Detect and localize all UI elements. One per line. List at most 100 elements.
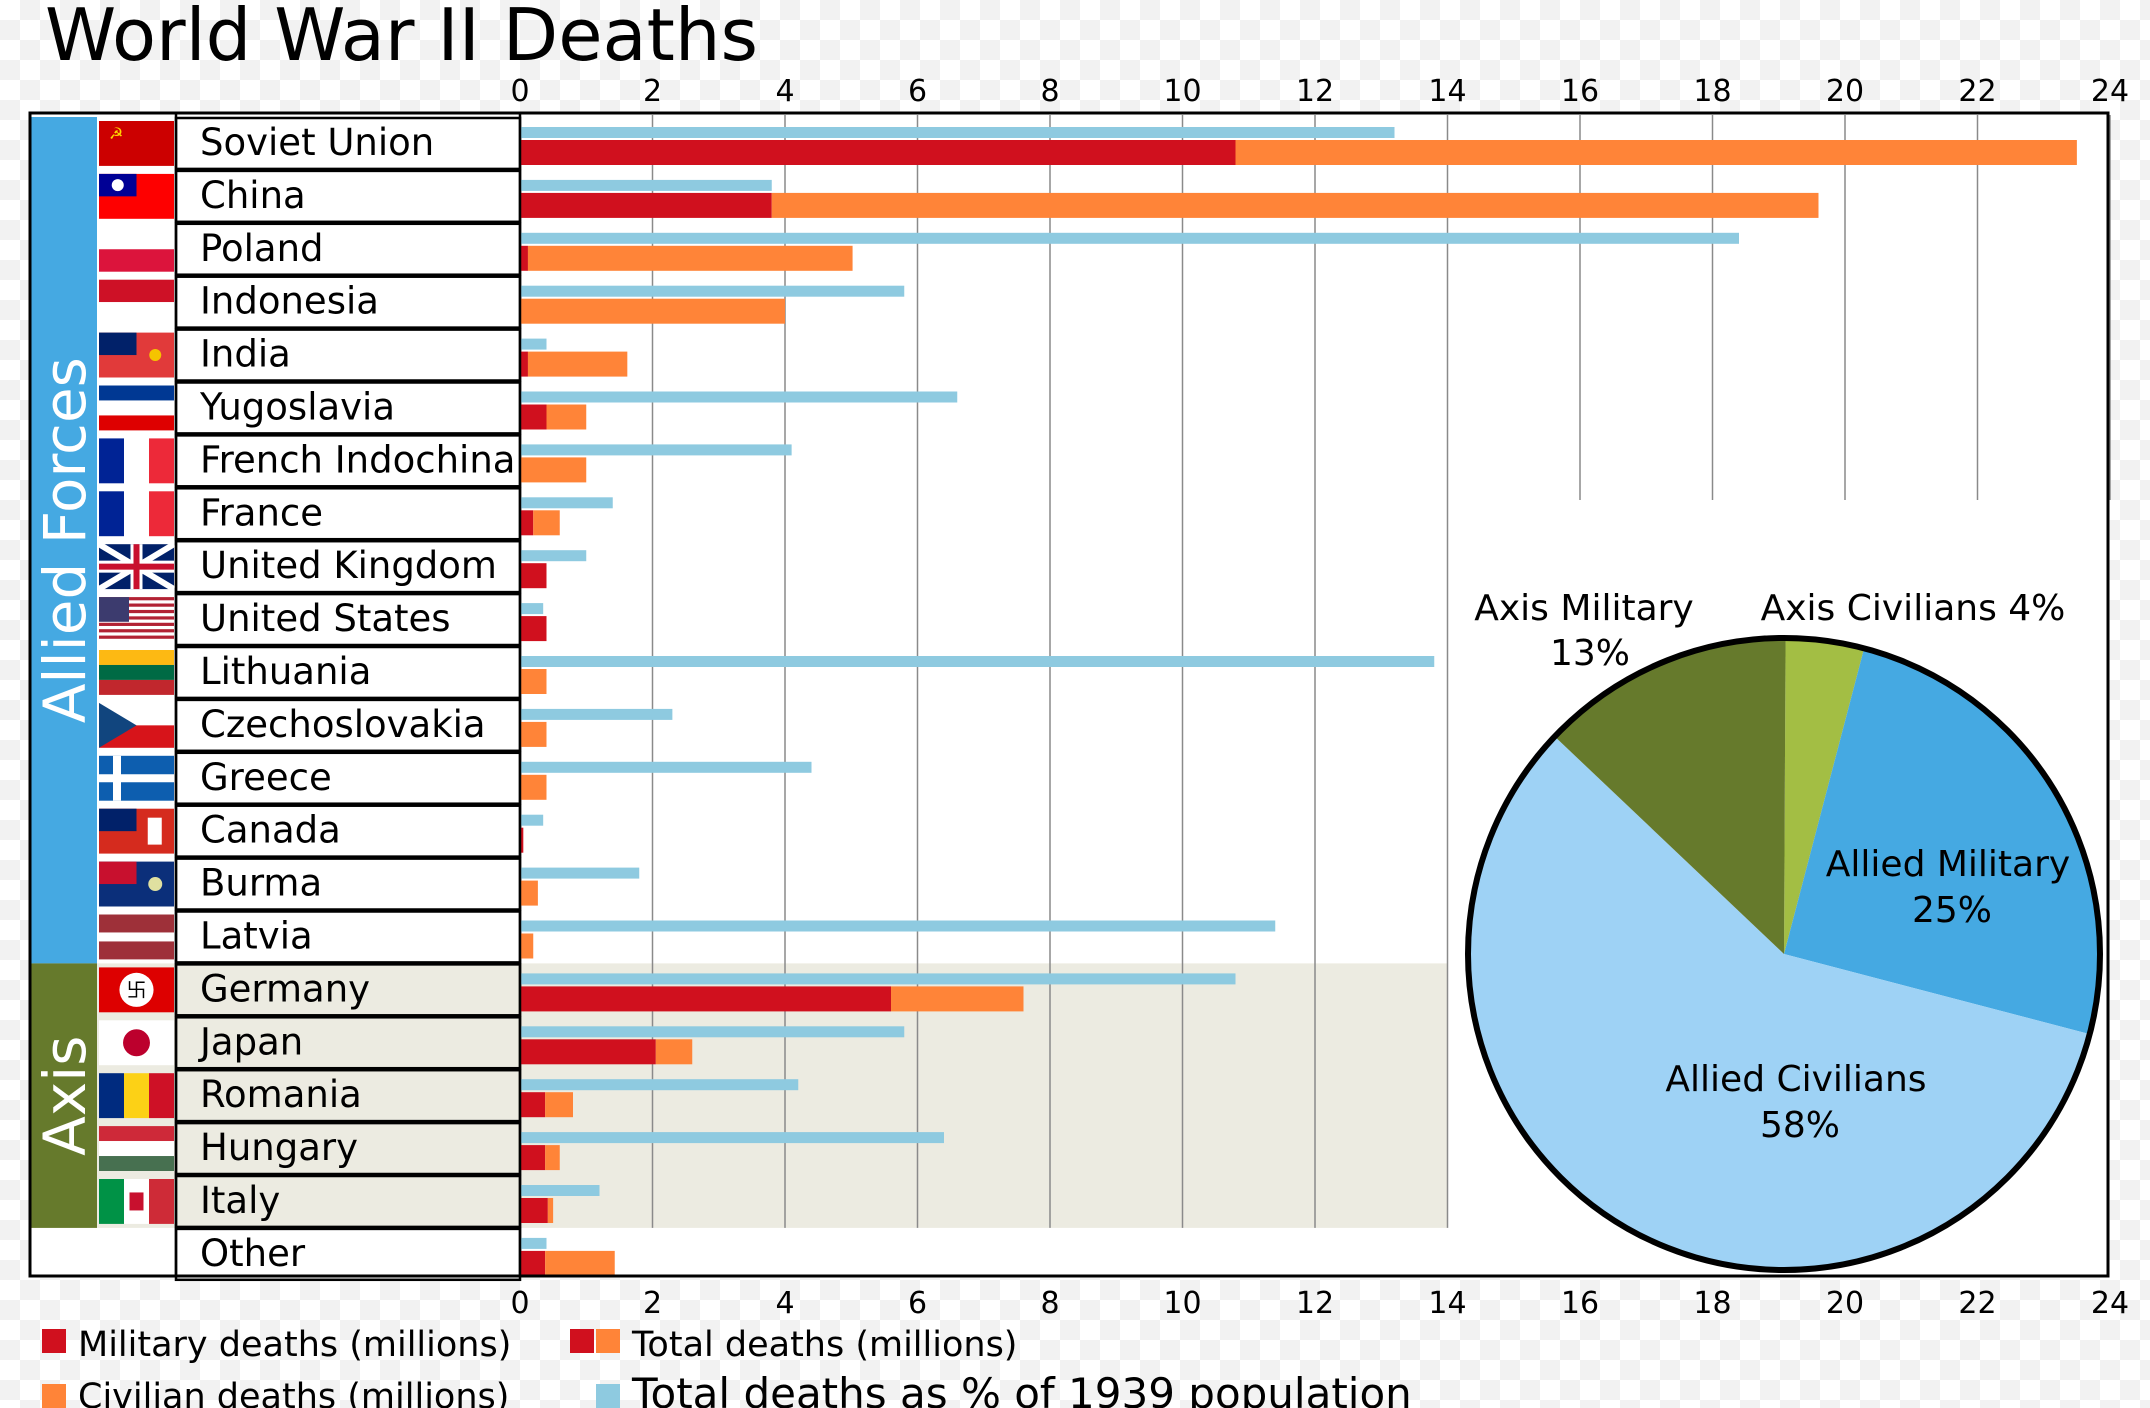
percent-bar xyxy=(520,761,812,773)
percent-bar xyxy=(520,1079,799,1091)
x-tick-label-bottom: 12 xyxy=(1296,1286,1334,1321)
legend-swatch-total-red xyxy=(570,1329,594,1353)
legend-swatch-civilian xyxy=(42,1384,66,1408)
allied-forces-band xyxy=(30,117,97,964)
germany-flag-icon: 卐 xyxy=(99,967,174,1013)
military-bar xyxy=(520,1092,546,1118)
country-label: France xyxy=(200,491,323,534)
chart-title: World War II Deaths xyxy=(45,0,758,77)
civilian-bar xyxy=(891,986,1024,1012)
french-indochina-flag-icon xyxy=(99,438,174,484)
country-label: Other xyxy=(200,1232,306,1275)
x-tick-label-top: 8 xyxy=(1040,74,1059,109)
country-label: Poland xyxy=(200,227,324,270)
legend-swatch-military xyxy=(42,1329,66,1353)
x-tick-label-top: 2 xyxy=(643,74,662,109)
military-bar xyxy=(520,245,528,271)
x-tick-label-bottom: 2 xyxy=(643,1286,662,1321)
canada-flag-icon xyxy=(99,808,174,854)
country-label: Soviet Union xyxy=(200,121,434,164)
latvia-flag-icon xyxy=(99,914,174,960)
percent-bar xyxy=(520,1132,944,1144)
civilian-bar xyxy=(545,1145,560,1171)
bar-row-hungary: Hungary xyxy=(174,1121,944,1176)
percent-bar xyxy=(520,814,544,826)
india-flag-icon xyxy=(99,332,174,378)
x-tick-label-top: 16 xyxy=(1561,74,1599,109)
pie-label-axis-military: Axis Military xyxy=(1474,588,1693,629)
country-label: Latvia xyxy=(200,915,313,958)
bar-row-france: France xyxy=(174,487,613,541)
czechoslovakia-flag-icon xyxy=(99,702,174,748)
country-label: United States xyxy=(200,597,451,640)
us-flag-icon xyxy=(99,597,174,639)
percent-bar xyxy=(520,127,1395,138)
country-label: China xyxy=(200,174,306,217)
civilian-bar xyxy=(520,298,785,324)
x-tick-label-bottom: 20 xyxy=(1826,1286,1864,1321)
pie-label-allied-civilians: Allied Civilians xyxy=(1665,1059,1926,1100)
country-label: India xyxy=(200,333,291,376)
x-tick-label-top: 12 xyxy=(1296,74,1334,109)
uk-flag-icon xyxy=(97,541,176,592)
percent-bar xyxy=(520,550,587,562)
civilian-bar xyxy=(520,457,587,483)
chart-frame-outline xyxy=(28,111,2110,1278)
country-label: Germany xyxy=(200,967,370,1010)
military-bar xyxy=(520,563,547,589)
percent-bar xyxy=(520,338,547,350)
x-tick-label-bottom: 24 xyxy=(2091,1286,2129,1321)
romania-flag-icon xyxy=(99,1073,174,1119)
military-bar xyxy=(520,1145,546,1171)
country-label: Hungary xyxy=(200,1126,358,1169)
country-label: Greece xyxy=(200,756,332,799)
x-tick-label-bottom: 22 xyxy=(1958,1286,1996,1321)
military-bar xyxy=(520,827,524,853)
military-bar xyxy=(520,1039,656,1065)
legend-swatch-percent xyxy=(596,1384,620,1408)
percent-bar xyxy=(520,444,792,456)
civilian-bar xyxy=(520,774,547,800)
percent-bar xyxy=(520,285,905,297)
civilian-bar xyxy=(655,1039,693,1065)
country-label: Indonesia xyxy=(200,280,379,323)
percent-bar xyxy=(520,656,1435,667)
percent-bar xyxy=(520,1026,905,1038)
bar-row-soviet-union: Soviet Union xyxy=(174,116,2077,171)
x-tick-label-top: 22 xyxy=(1958,74,1996,109)
x-tick-label-top: 6 xyxy=(908,74,927,109)
legend-label-percent: Total deaths as % of 1939 population xyxy=(631,1369,1412,1408)
greece-flag-icon xyxy=(99,755,174,801)
legend-swatch-total-orange xyxy=(596,1329,620,1353)
indonesia-flag-icon xyxy=(99,279,174,325)
military-bar xyxy=(520,510,534,536)
civilian-bar xyxy=(520,880,538,906)
military-bar xyxy=(520,404,547,430)
civilian-bar xyxy=(520,933,534,959)
country-label: Lithuania xyxy=(200,650,371,693)
bar-row-indonesia: Indonesia xyxy=(174,275,905,329)
country-label: United Kingdom xyxy=(200,544,497,587)
military-bar xyxy=(520,351,528,377)
yugoslavia-flag-icon xyxy=(99,385,174,431)
axis-label: Axis xyxy=(31,1035,99,1155)
percent-bar xyxy=(520,391,958,403)
bar-row-japan: Japan xyxy=(174,1016,905,1070)
military-bar xyxy=(520,140,1236,165)
percent-bar xyxy=(520,603,544,615)
percent-bar xyxy=(520,708,673,720)
bar-row-china: China xyxy=(174,169,1819,224)
military-bar xyxy=(520,986,891,1012)
civilian-bar xyxy=(533,510,560,536)
pie-chart xyxy=(1465,635,2103,1273)
civilian-bar xyxy=(520,721,547,747)
country-label: Romania xyxy=(200,1073,362,1116)
pie-label-allied-military: Allied Military xyxy=(1826,844,2070,885)
x-tick-label-top: 0 xyxy=(510,74,529,109)
civilian-bar xyxy=(527,351,628,377)
x-tick-label-bottom: 16 xyxy=(1561,1286,1599,1321)
hungary-flag-icon xyxy=(99,1126,174,1171)
chart-body: 0022446688101012121414161618182020222224… xyxy=(28,74,2129,1408)
soviet-flag-icon: ☭ xyxy=(99,121,174,166)
x-tick-label-top: 18 xyxy=(1693,74,1731,109)
